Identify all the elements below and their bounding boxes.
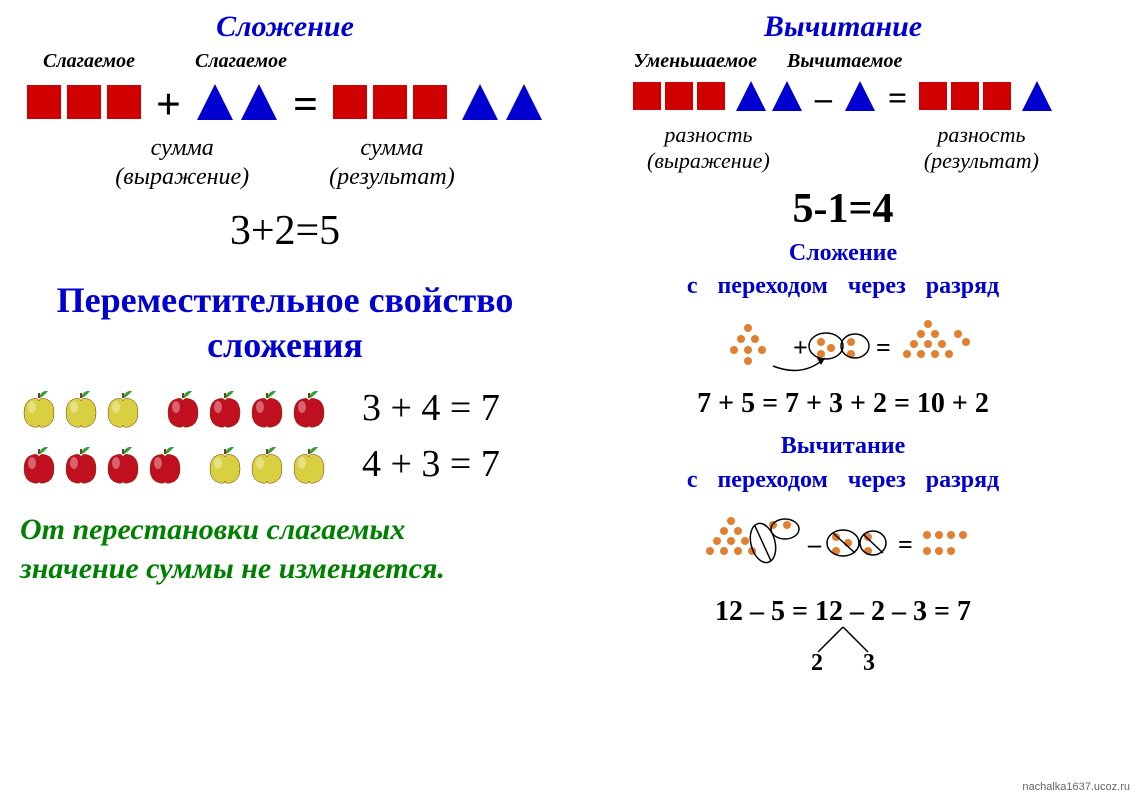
minus-sign: –	[809, 80, 838, 118]
apple-equation: 3 + 4 = 7	[332, 386, 500, 430]
apple-icon	[20, 387, 58, 429]
add-dots-svg: + =	[713, 318, 973, 378]
apple-icon	[104, 387, 142, 429]
add-with-carry-title: Сложениес переходом через разряд	[570, 237, 1116, 304]
equals-sign: =	[285, 79, 326, 130]
equals-sign-r: =	[882, 80, 913, 118]
apple-icon	[104, 443, 142, 485]
left-title: Сложение	[20, 10, 550, 44]
apple-icon	[248, 387, 286, 429]
left-equation: 3+2=5	[20, 192, 550, 270]
sum-expr-label: сумма(выражение)	[115, 134, 249, 192]
apple-icon	[206, 443, 244, 485]
watermark: nachalka1637.ucoz.ru	[1022, 781, 1130, 793]
apple-icon	[290, 387, 328, 429]
svg-text:+: +	[793, 333, 808, 362]
svg-text:–: –	[807, 530, 822, 559]
apple-icon	[206, 387, 244, 429]
right-top-terms: Уменьшаемое Вычитаемое	[570, 50, 1116, 73]
right-title: Вычитание	[570, 10, 1116, 44]
commutative-title: Переместительное свойствосложения	[20, 270, 550, 380]
svg-text:3: 3	[863, 650, 875, 672]
sub-dot-diagram: – =	[570, 503, 1116, 594]
sub-dots-svg: – =	[693, 511, 993, 586]
sub-decomp-equation: 12 – 5 = 12 – 2 – 3 = 7	[570, 596, 1116, 628]
apple-icon	[164, 387, 202, 429]
plus-sign: +	[148, 79, 189, 130]
term-slagaemoe-2: Слагаемое	[195, 50, 287, 73]
term-vychitaemoe: Вычитаемое	[787, 50, 902, 73]
apple-equation: 4 + 3 = 7	[332, 442, 500, 486]
add-decomp-equation: 7 + 5 = 7 + 3 + 2 = 10 + 2	[570, 388, 1116, 420]
svg-text:=: =	[898, 530, 913, 559]
term-umenshaemoe: Уменьшаемое	[634, 50, 757, 73]
right-bottom-labels: разность(выражение) разность(результат)	[570, 122, 1116, 175]
svg-text:2: 2	[811, 650, 823, 672]
apple-icon	[62, 387, 100, 429]
add-dot-diagram: + =	[570, 310, 1116, 386]
apple-icon	[20, 443, 58, 485]
sub-with-borrow-title: Вычитаниес переходом через разряд	[570, 430, 1116, 497]
apple-icon	[290, 443, 328, 485]
apple-rows: 3 + 4 = 7 4 + 3 = 7	[20, 380, 550, 492]
left-top-terms: Слагаемое Слагаемое	[20, 50, 550, 73]
svg-text:=: =	[876, 333, 891, 362]
split-diagram: 2 3	[763, 622, 923, 672]
right-equation: 5-1=4	[570, 175, 1116, 237]
sum-result-label: сумма(результат)	[329, 134, 455, 192]
apple-row: 3 + 4 = 7	[20, 380, 550, 436]
left-bottom-labels: сумма(выражение) сумма(результат)	[20, 134, 550, 192]
apple-icon	[248, 443, 286, 485]
diff-expr-label: разность(выражение)	[647, 122, 770, 175]
right-shape-equation: – =	[570, 79, 1116, 118]
diff-result-label: разность(результат)	[924, 122, 1039, 175]
apple-icon	[62, 443, 100, 485]
apple-row: 4 + 3 = 7	[20, 436, 550, 492]
term-slagaemoe-1: Слагаемое	[43, 50, 135, 73]
commutative-rule: От перестановки слагаемыхзначение суммы …	[20, 492, 550, 588]
apple-icon	[146, 443, 184, 485]
left-shape-equation: + =	[20, 79, 550, 130]
